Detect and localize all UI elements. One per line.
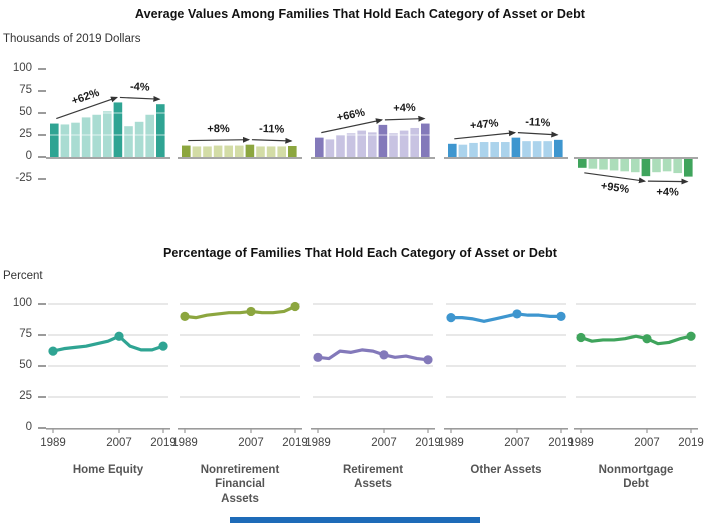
x-tick-label: 2019 [150,437,176,449]
x-tick-label: 1989 [438,437,464,449]
bottom-y-tick-label: 0 [25,421,32,433]
line-chart-home-equity: 1989 2007 2019 [40,303,176,449]
bottom-unit-label: Percent [3,270,43,282]
bar-chart-other-assets: +47% -11% [444,112,568,159]
bar-annotation-label: +95% [600,180,630,196]
x-tick-label: 2019 [548,437,574,449]
top-y-tick-mark [38,68,46,70]
bar-annotation-label: +4% [656,186,679,198]
top-y-tick-label: 25 [19,128,32,140]
bar-chart-nonmortgage-debt: +95% +4% [574,157,698,198]
x-tick-label: 1989 [305,437,331,449]
category-label-nonmortgage: Nonmortgage Debt [598,464,674,491]
top-y-tick-mark [38,134,46,136]
category-label-nonretirement: Nonretirement Financial Assets [200,464,280,505]
category-label-other-assets: Other Assets [470,464,542,476]
top-y-tick-label: 50 [19,106,32,118]
bottom-y-tick-label: 100 [12,297,32,309]
category-label-home-equity: Home Equity [72,464,144,476]
x-tick-label: 2007 [238,437,264,449]
bar-annotation-label: +47% [470,117,500,132]
x-tick-label: 1989 [568,437,594,449]
x-tick-label: 2007 [106,437,132,449]
footer-bar [230,517,480,523]
bottom-y-tick-mark [38,427,46,429]
top-unit-label: Thousands of 2019 Dollars [3,33,141,45]
top-y-tick-label: -25 [15,172,32,184]
line-chart-nonmortgage-debt: 1989 2007 2019 [568,303,704,449]
x-tick-label: 2019 [282,437,308,449]
bar-annotation-label: +66% [336,106,367,124]
bar-annotation-label: -4% [130,81,150,94]
bottom-y-tick-mark [38,303,46,305]
bottom-y-tick-label: 50 [19,359,32,371]
x-tick-label: 2019 [415,437,441,449]
x-tick-label: 1989 [172,437,198,449]
bar-chart-nonretirement-financial-assets: +8% -11% [178,112,302,159]
bottom-y-tick-label: 25 [19,390,32,402]
bottom-y-tick-label: 75 [19,328,32,340]
bottom-y-tick-mark [38,365,46,367]
top-panel-title: Average Values Among Families That Hold … [134,7,586,21]
top-y-tick-mark [38,112,46,114]
top-y-tick-mark [38,178,46,180]
line-chart-nonretirement-financial-assets: 1989 2007 2019 [172,301,308,449]
category-label-retirement: Retirement Assets [342,464,404,491]
bottom-y-tick-mark [38,334,46,336]
bottom-y-tick-mark [38,396,46,398]
bar-chart-home-equity: +62% -4% [46,81,170,159]
bar-annotation-label: -11% [525,116,551,129]
top-y-tick-mark [38,90,46,92]
x-tick-label: 2007 [371,437,397,449]
bottom-panel-title: Percentage of Families That Hold Each Ca… [162,246,558,260]
bar-annotation-label: +4% [393,102,416,115]
top-y-tick-label: 75 [19,84,32,96]
top-y-tick-mark [38,156,46,158]
bar-annotation-label: -11% [259,123,285,136]
line-chart-retirement-assets: 1989 2007 2019 [305,303,441,449]
x-tick-label: 2019 [678,437,704,449]
x-tick-label: 2007 [504,437,530,449]
x-tick-label: 1989 [40,437,66,449]
x-tick-label: 2007 [634,437,660,449]
top-y-tick-label: 100 [12,62,32,74]
bar-chart-retirement-assets: +66% +4% [311,102,435,159]
bar-annotation-label: +8% [207,123,230,135]
line-chart-other-assets: 1989 2007 2019 [438,303,574,449]
top-y-tick-label: 0 [25,150,32,162]
